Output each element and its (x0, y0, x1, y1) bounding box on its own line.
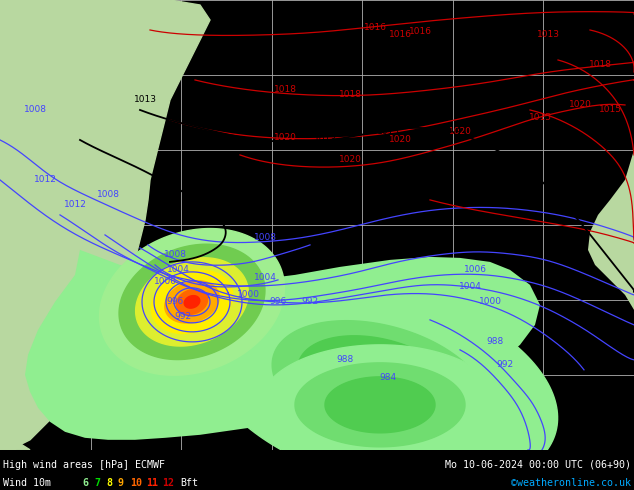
Text: 1018: 1018 (339, 91, 361, 99)
Polygon shape (152, 270, 233, 334)
Text: 1013: 1013 (134, 96, 157, 104)
Polygon shape (165, 281, 219, 323)
Text: 1013: 1013 (377, 127, 399, 136)
Text: 1020: 1020 (569, 100, 592, 109)
Text: Wind 10m: Wind 10m (3, 478, 51, 488)
Text: 988: 988 (486, 337, 503, 346)
Text: 10: 10 (130, 478, 142, 488)
Polygon shape (295, 363, 465, 447)
Text: 1013: 1013 (188, 135, 212, 145)
Text: 1020: 1020 (339, 155, 361, 165)
Text: 1015: 1015 (598, 105, 621, 115)
Text: 1020: 1020 (449, 127, 472, 136)
Text: 1008: 1008 (96, 191, 119, 199)
Polygon shape (272, 320, 488, 449)
Text: 1000: 1000 (479, 297, 501, 306)
Text: 1012: 1012 (413, 135, 436, 145)
Polygon shape (325, 377, 435, 433)
Text: 12: 12 (162, 478, 174, 488)
Polygon shape (0, 0, 22, 450)
Text: 1012: 1012 (63, 200, 86, 209)
Polygon shape (119, 244, 265, 360)
Text: 9: 9 (118, 478, 124, 488)
Polygon shape (240, 302, 519, 468)
Text: 992: 992 (301, 297, 318, 306)
Polygon shape (570, 0, 634, 450)
Text: 8: 8 (106, 478, 112, 488)
Text: 1008: 1008 (23, 105, 46, 115)
Text: ©weatheronline.co.uk: ©weatheronline.co.uk (511, 478, 631, 488)
Polygon shape (202, 279, 557, 490)
Text: 992: 992 (496, 360, 514, 369)
Polygon shape (25, 250, 540, 440)
Polygon shape (0, 0, 210, 450)
Text: 1008: 1008 (254, 233, 276, 243)
Text: 996: 996 (269, 297, 287, 306)
Text: 7: 7 (94, 478, 100, 488)
Text: 1018: 1018 (273, 85, 297, 95)
Text: 996: 996 (166, 297, 184, 306)
Text: 1008: 1008 (164, 250, 186, 259)
Text: 1004: 1004 (458, 282, 481, 292)
Text: 1004: 1004 (167, 266, 190, 274)
Text: 1020: 1020 (273, 133, 297, 143)
Polygon shape (0, 0, 150, 450)
Text: 1016: 1016 (363, 24, 387, 32)
Text: 1016: 1016 (389, 30, 411, 40)
Text: 1013: 1013 (536, 30, 559, 40)
Polygon shape (0, 0, 145, 450)
Text: 11: 11 (146, 478, 158, 488)
Polygon shape (184, 295, 200, 308)
Text: Mo 10-06-2024 00:00 UTC (06+90): Mo 10-06-2024 00:00 UTC (06+90) (445, 460, 631, 470)
Text: 992: 992 (174, 312, 191, 321)
Text: 6: 6 (82, 478, 88, 488)
Polygon shape (297, 336, 462, 434)
Text: 1015: 1015 (529, 114, 552, 122)
Polygon shape (335, 358, 424, 411)
Text: 1000: 1000 (153, 277, 176, 286)
Text: 1000: 1000 (236, 291, 259, 299)
Text: 1013: 1013 (439, 125, 462, 134)
Text: 1018: 1018 (588, 60, 612, 70)
Text: 988: 988 (337, 355, 354, 365)
Polygon shape (136, 258, 249, 346)
Polygon shape (176, 290, 207, 315)
Text: High wind areas [hPa] ECMWF: High wind areas [hPa] ECMWF (3, 460, 165, 470)
Polygon shape (0, 0, 30, 450)
Polygon shape (100, 228, 285, 375)
Text: Bft: Bft (180, 478, 198, 488)
Polygon shape (260, 345, 500, 465)
Text: 1004: 1004 (254, 273, 276, 282)
Text: 1013: 1013 (313, 135, 337, 145)
Text: 1016: 1016 (408, 27, 432, 36)
Text: 984: 984 (379, 373, 396, 382)
Text: 1006: 1006 (463, 266, 486, 274)
Text: 1012: 1012 (34, 175, 56, 184)
Text: 1020: 1020 (389, 135, 411, 145)
Polygon shape (319, 348, 441, 421)
